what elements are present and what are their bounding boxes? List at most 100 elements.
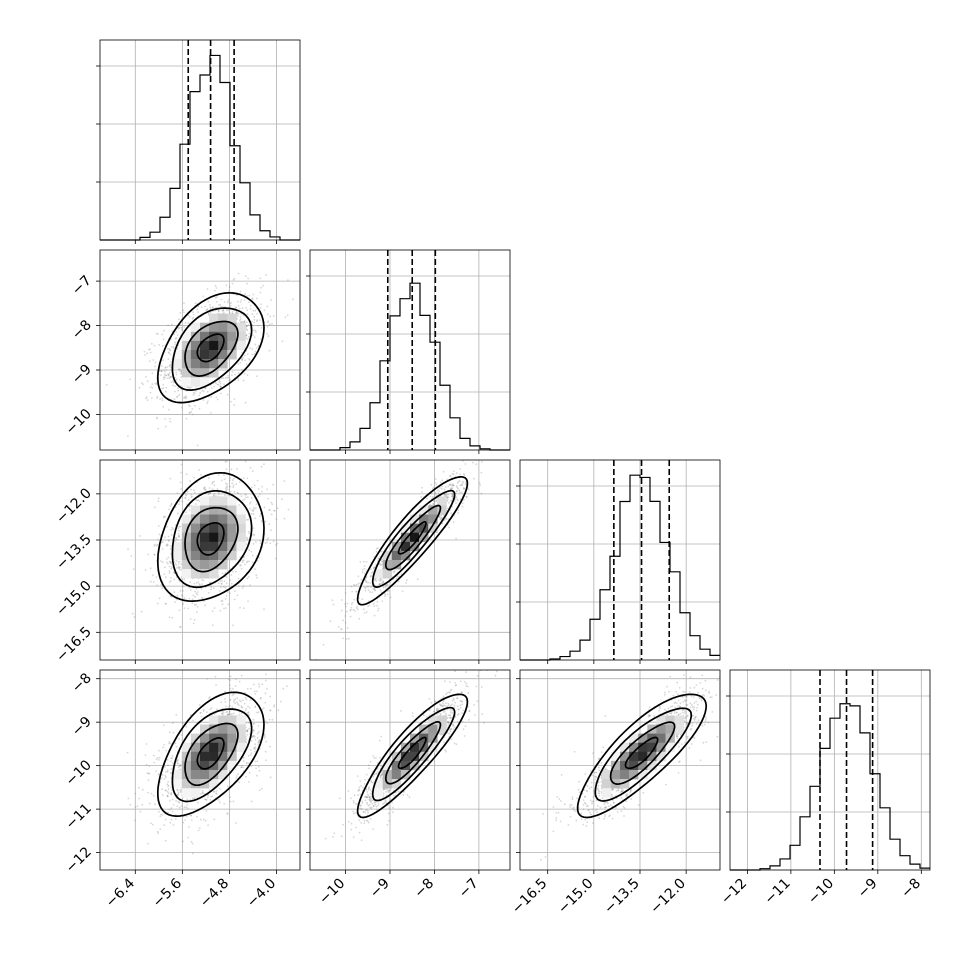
sample-point xyxy=(244,709,247,712)
sample-point xyxy=(143,350,146,353)
sample-point xyxy=(708,690,710,693)
sample-point xyxy=(494,674,497,677)
sample-point xyxy=(370,801,372,804)
sample-point xyxy=(692,696,695,698)
sample-point xyxy=(252,722,255,725)
sample-point xyxy=(162,746,165,749)
sample-point xyxy=(373,757,376,759)
y-tick-label: −15.0 xyxy=(53,578,95,620)
sample-point xyxy=(256,732,259,735)
sample-point xyxy=(181,406,183,409)
sample-point xyxy=(238,307,241,310)
sample-point xyxy=(367,821,370,824)
sample-point xyxy=(350,585,353,588)
sample-point xyxy=(434,700,437,703)
sample-point xyxy=(216,296,218,298)
sample-point xyxy=(451,495,454,498)
sample-point xyxy=(428,698,431,700)
density-cell xyxy=(400,742,411,753)
density-cell xyxy=(674,715,684,725)
sample-point xyxy=(193,603,196,606)
sample-point xyxy=(226,377,229,379)
sample-point xyxy=(170,792,173,794)
sample-point xyxy=(384,799,387,802)
sample-point xyxy=(155,576,158,578)
sample-point xyxy=(370,797,372,800)
sample-point xyxy=(444,749,447,751)
sample-point xyxy=(239,564,242,567)
sample-point xyxy=(590,786,593,789)
sample-point xyxy=(350,828,353,831)
sample-point xyxy=(322,643,325,646)
sample-point xyxy=(455,743,458,746)
sample-point xyxy=(229,312,231,314)
sample-point xyxy=(175,331,178,333)
sample-point xyxy=(621,788,624,790)
sample-point xyxy=(235,306,237,309)
sample-point xyxy=(370,796,373,798)
sample-point xyxy=(246,733,249,736)
sample-point xyxy=(229,796,231,799)
sample-point xyxy=(693,706,696,709)
sample-point xyxy=(569,804,571,806)
sample-point xyxy=(440,517,443,519)
sample-point xyxy=(372,828,375,830)
sample-point xyxy=(160,560,162,562)
sample-point xyxy=(611,793,613,796)
sample-point xyxy=(244,696,247,699)
sample-point xyxy=(185,511,187,514)
sample-point xyxy=(146,399,149,401)
sample-point xyxy=(677,699,680,702)
sample-point xyxy=(178,327,181,329)
sample-point xyxy=(236,312,239,315)
sample-point xyxy=(167,358,170,360)
sample-point xyxy=(188,586,191,589)
sample-point xyxy=(378,583,381,586)
sample-point xyxy=(555,817,558,819)
sample-point xyxy=(256,760,259,762)
sample-point xyxy=(178,525,181,528)
sample-point xyxy=(569,815,572,818)
density-cell xyxy=(620,742,630,753)
scatter-panel-2-0: −16.5−15.0−13.5−12.0 xyxy=(53,459,301,665)
contour-level-3 xyxy=(171,490,253,589)
sample-point xyxy=(164,374,167,377)
sample-point xyxy=(369,568,372,571)
sample-point xyxy=(241,307,244,310)
sample-point xyxy=(219,580,222,583)
sample-point xyxy=(234,698,237,701)
sample-point xyxy=(716,679,719,681)
sample-point xyxy=(376,604,378,607)
sample-point xyxy=(159,815,162,818)
sample-point xyxy=(176,762,179,765)
sample-point xyxy=(324,837,327,840)
sample-point xyxy=(188,315,191,318)
sample-point xyxy=(342,823,344,826)
sample-point xyxy=(229,302,231,305)
sample-point xyxy=(157,497,160,500)
sample-point xyxy=(160,777,163,780)
sample-point xyxy=(370,574,372,577)
x-tick-label: −9 xyxy=(367,876,393,902)
sample-point xyxy=(241,359,244,362)
sample-point xyxy=(221,309,224,312)
sample-point xyxy=(164,366,167,369)
sample-point xyxy=(596,811,598,814)
sample-point xyxy=(615,806,617,809)
sample-point xyxy=(235,311,238,314)
sample-point xyxy=(583,789,586,791)
sample-point xyxy=(260,490,263,493)
sample-point xyxy=(449,730,452,733)
density-cell xyxy=(601,770,612,780)
sample-point xyxy=(256,711,258,714)
density-cell xyxy=(209,760,219,771)
contour-level-2 xyxy=(184,320,239,377)
density-cell xyxy=(419,751,429,762)
density-cell xyxy=(200,359,210,369)
sample-point xyxy=(155,332,158,335)
sample-point xyxy=(223,802,226,805)
sample-point xyxy=(188,387,191,390)
sample-point xyxy=(241,559,244,562)
sample-point xyxy=(224,607,227,609)
sample-point xyxy=(360,839,363,842)
